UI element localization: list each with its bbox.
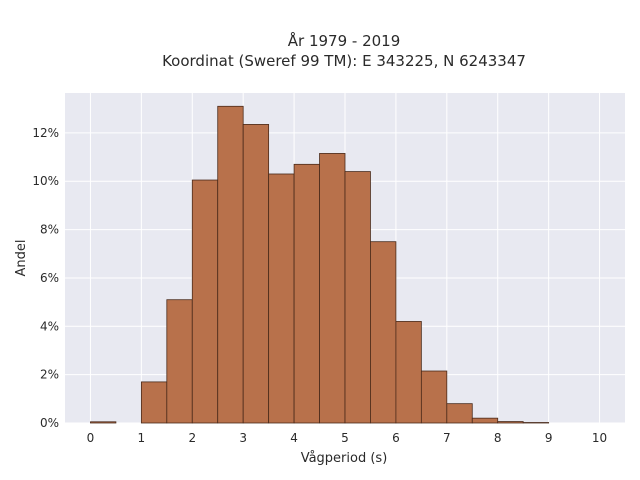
histogram-bar-7 bbox=[268, 173, 295, 424]
x-tick-label-9: 9 bbox=[545, 431, 553, 445]
x-tick-label-2: 2 bbox=[188, 431, 196, 445]
y-tick-label-6: 12% bbox=[32, 126, 59, 140]
histogram-bar-4 bbox=[191, 179, 219, 424]
histogram-bar-8 bbox=[293, 163, 320, 424]
x-tick-label-4: 4 bbox=[290, 431, 298, 445]
x-tick-label-10: 10 bbox=[592, 431, 607, 445]
x-tick-label-3: 3 bbox=[239, 431, 247, 445]
chart-title-line-2: Koordinat (Sweref 99 TM): E 343225, N 62… bbox=[162, 52, 526, 70]
histogram-bar-3 bbox=[166, 299, 193, 424]
x-tick-label-1: 1 bbox=[138, 431, 146, 445]
x-tick-label-0: 0 bbox=[87, 431, 95, 445]
y-tick-label-2: 4% bbox=[40, 319, 59, 333]
y-tick-label-5: 10% bbox=[32, 174, 59, 188]
histogram-bar-10 bbox=[344, 171, 371, 424]
histogram-bar-6 bbox=[242, 124, 270, 424]
x-tick-label-7: 7 bbox=[443, 431, 451, 445]
x-tick-label-5: 5 bbox=[341, 431, 349, 445]
histogram-bar-14 bbox=[446, 403, 473, 424]
histogram-bar-5 bbox=[217, 105, 244, 424]
histogram-bar-16 bbox=[497, 421, 524, 424]
y-axis-label: Andel bbox=[14, 240, 29, 277]
y-tick-label-3: 6% bbox=[40, 271, 59, 285]
chart-title-line-1: År 1979 - 2019 bbox=[288, 31, 401, 50]
histogram-bars bbox=[90, 105, 550, 424]
x-axis-label: Vågperiod (s) bbox=[301, 451, 388, 466]
x-tick-label-8: 8 bbox=[494, 431, 502, 445]
y-tick-label-4: 8% bbox=[40, 223, 59, 237]
histogram-bar-13 bbox=[420, 370, 448, 424]
histogram-bar-11 bbox=[370, 241, 397, 424]
y-axis-ticks: 0% 2% 4% 6% 8% 10% 12% bbox=[32, 126, 59, 430]
x-axis-ticks: 0 1 2 3 4 5 6 7 8 9 10 bbox=[87, 431, 608, 445]
histogram-bar-12 bbox=[395, 321, 422, 424]
histogram-bar-0 bbox=[90, 421, 117, 424]
x-tick-label-6: 6 bbox=[392, 431, 400, 445]
histogram-bar-9 bbox=[319, 153, 346, 424]
histogram-bar-15 bbox=[471, 417, 499, 424]
histogram-bar-2 bbox=[140, 381, 168, 424]
y-tick-label-1: 2% bbox=[40, 368, 59, 382]
y-tick-label-0: 0% bbox=[40, 416, 59, 430]
